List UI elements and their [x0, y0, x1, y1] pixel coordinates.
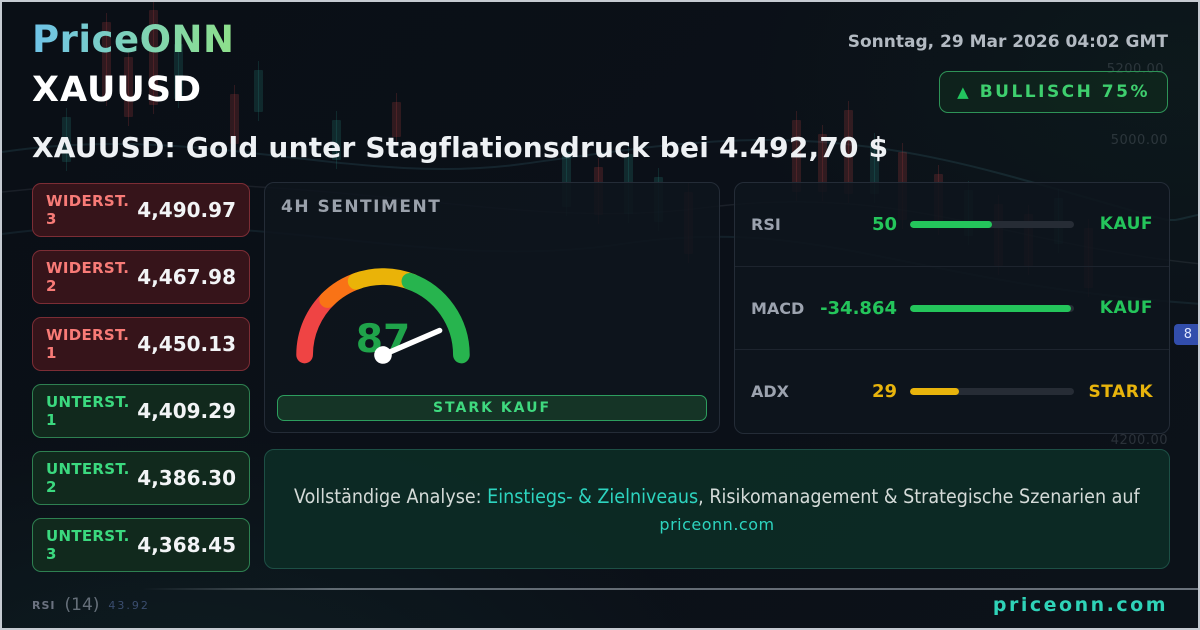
indicator-name: ADX [751, 382, 789, 402]
support-3-box: UNTERST. 3 4,368.45 [32, 518, 250, 572]
indicators-panel: RSI 50 KAUF MACD -34.864 KAUF ADX 29 STA… [734, 182, 1170, 434]
price-tag-badge: 8 [1173, 324, 1198, 345]
level-label: WIDERST. 3 [46, 192, 130, 228]
up-triangle-icon: ▲ [957, 82, 969, 101]
resistance-2-box: WIDERST. 2 4,467.98 [32, 250, 250, 304]
analysis-banner: Vollständige Analyse: Einstiegs- & Zieln… [264, 449, 1170, 569]
indicator-signal: KAUF [1099, 214, 1153, 235]
level-value: 4,386.30 [137, 466, 236, 490]
level-label: WIDERST. 1 [46, 326, 130, 362]
headline: XAUUSD: Gold unter Stagflationsdruck bei… [32, 131, 889, 164]
resistance-1-box: WIDERST. 1 4,450.13 [32, 317, 250, 371]
sentiment-title: 4H SENTIMENT [281, 197, 442, 217]
gauge-pivot [374, 346, 392, 364]
indicator-bar-fill [910, 388, 960, 396]
indicator-row-macd: MACD -34.864 KAUF [735, 265, 1169, 350]
level-label: UNTERST. 1 [46, 393, 130, 429]
footer-indicator-label: RSI (14) 43.92 [32, 595, 150, 615]
indicator-bar [910, 304, 1074, 312]
indicator-value: 50 [871, 213, 897, 235]
candle [254, 61, 263, 121]
symbol-title: XAUUSD [32, 70, 203, 110]
indicator-value: 29 [871, 381, 897, 403]
axis-price-label: 4200.00 [1110, 433, 1168, 448]
footer-divider [142, 588, 1198, 590]
footer-website[interactable]: priceonn.com [992, 594, 1168, 616]
brand-logo: PriceONN [32, 18, 235, 61]
indicator-name: RSI [751, 214, 781, 234]
level-label: UNTERST. 2 [46, 460, 130, 496]
levels-column: WIDERST. 3 4,490.97 WIDERST. 2 4,467.98 … [32, 183, 250, 572]
indicator-value: -34.864 [820, 297, 897, 319]
level-value: 4,409.29 [137, 399, 236, 423]
level-value: 4,450.13 [137, 332, 236, 356]
indicator-signal: KAUF [1099, 298, 1153, 318]
banner-text-before: Vollständige Analyse: [294, 484, 488, 508]
level-label: WIDERST. 2 [46, 259, 130, 295]
level-label: UNTERST. 3 [46, 527, 130, 563]
sentiment-gauge: 87 [296, 268, 470, 364]
indicator-bar [910, 220, 1074, 228]
gauge-needle [380, 327, 443, 358]
footer-rsi-label: RSI [32, 598, 56, 612]
sentiment-signal-button[interactable]: STARK KAUF [277, 395, 707, 421]
banner-website-link[interactable]: priceonn.com [659, 514, 775, 534]
datetime-label: Sonntag, 29 Mar 2026 04:02 GMT [847, 32, 1168, 52]
indicator-row-adx: ADX 29 STARK [735, 349, 1169, 433]
indicator-bar-fill [910, 220, 992, 228]
trend-badge: ▲ BULLISCH 75% [939, 71, 1168, 113]
indicator-bar [910, 388, 1074, 396]
banner-text: Vollständige Analyse: Einstiegs- & Zieln… [294, 485, 1140, 508]
indicator-bar-fill [910, 304, 1071, 312]
indicator-row-rsi: RSI 50 KAUF [735, 183, 1169, 266]
sentiment-signal-label: STARK KAUF [432, 400, 552, 416]
banner-text-after: , Risikomanagement & Strategische Szenar… [698, 484, 1140, 508]
level-value: 4,467.98 [137, 265, 236, 289]
support-2-box: UNTERST. 2 4,386.30 [32, 451, 250, 505]
axis-price-label: 5000.00 [1110, 133, 1168, 148]
sentiment-panel: 4H SENTIMENT 87 STARK KAUF [264, 182, 720, 433]
indicator-name: MACD [751, 298, 805, 318]
support-1-box: UNTERST. 1 4,409.29 [32, 384, 250, 438]
resistance-3-box: WIDERST. 3 4,490.97 [32, 183, 250, 237]
level-value: 4,368.45 [137, 533, 236, 557]
footer-rsi-value: 43.92 [108, 598, 150, 612]
banner-text-highlight: Einstiegs- & Zielniveaus [487, 484, 699, 508]
gauge-segment-green [401, 272, 470, 364]
indicator-signal: STARK [1088, 381, 1153, 402]
footer-rsi-period: (14) [64, 595, 100, 615]
trend-badge-label: BULLISCH 75% [979, 82, 1150, 102]
level-value: 4,490.97 [137, 198, 236, 222]
